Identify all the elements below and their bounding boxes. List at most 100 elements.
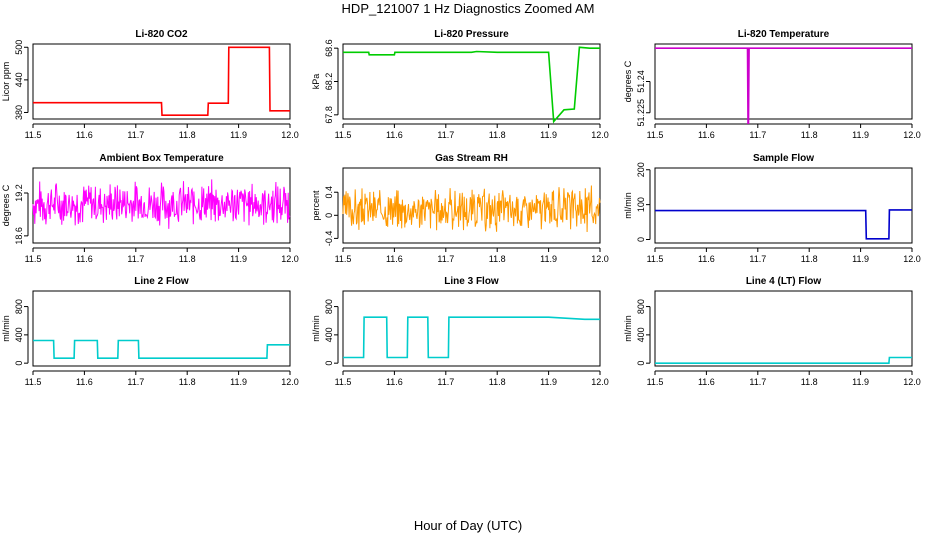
panel-title: Line 3 Flow	[444, 276, 499, 287]
series-line	[32, 179, 291, 229]
plot-frame	[342, 43, 601, 120]
x-tick-label: 11.5	[25, 130, 42, 140]
y-tick-label: 500	[14, 40, 24, 55]
x-tick-label: 11.7	[127, 130, 144, 140]
x-tick-label: 11.5	[647, 254, 664, 264]
y-tick-label: 200	[636, 162, 646, 177]
y-tick-label: 68.6	[324, 39, 334, 57]
x-tick-label: 12.0	[591, 254, 609, 264]
x-tick-label: 11.5	[335, 130, 352, 140]
x-tick-label: 11.5	[647, 377, 664, 387]
series-line	[655, 209, 912, 240]
panel-2: Li-820 Pressure 11.5 11.6 11.7 11.8 11.9 12.0 6…	[311, 29, 609, 140]
y-tick-label: 400	[636, 327, 646, 342]
panel-title: Li-820 Pressure	[434, 29, 509, 40]
x-tick-label: 11.7	[437, 254, 454, 264]
x-tick-label: 11.7	[749, 254, 766, 264]
y-tick-label: 0	[324, 361, 334, 366]
x-tick-label: 11.6	[386, 254, 403, 264]
x-tick-label: 11.8	[801, 130, 818, 140]
y-axis-label: ml/min	[1, 315, 11, 342]
series-line	[655, 47, 912, 124]
panel-title: Ambient Box Temperature	[99, 153, 224, 164]
x-tick-label: 11.7	[127, 254, 144, 264]
figure-xlabel: Hour of Day (UTC)	[413, 518, 523, 533]
x-tick-label: 11.9	[230, 377, 247, 387]
plot-frame	[342, 290, 601, 367]
x-tick-label: 11.9	[852, 130, 869, 140]
y-tick-label: 400	[14, 327, 24, 342]
x-tick-label: 11.8	[489, 377, 506, 387]
plot-frame	[654, 167, 913, 244]
panel-title: Line 2 Flow	[134, 276, 189, 287]
x-tick-label: 11.8	[489, 254, 506, 264]
y-axis-label: ml/min	[623, 192, 633, 219]
panel-title: Gas Stream RH	[435, 153, 508, 164]
x-tick-label: 11.5	[25, 254, 42, 264]
panel-5: Gas Stream RH 11.5 11.6 11.7 11.8 11.9 12.0 -0.…	[311, 153, 609, 264]
panel-7: Line 2 Flow 11.5 11.6 11.7 11.8 11.9 12.0 0 400 8…	[1, 276, 299, 387]
x-tick-label: 11.9	[540, 377, 557, 387]
x-tick-label: 11.9	[852, 377, 869, 387]
y-tick-label: 0.4	[324, 186, 334, 199]
y-axis-label: ml/min	[311, 315, 321, 342]
panel-9: Line 4 (LT) Flow 11.5 11.6 11.7 11.8 11.9 12.0…	[623, 276, 921, 387]
x-tick-label: 11.7	[127, 377, 144, 387]
y-tick-label: 19.2	[14, 184, 24, 202]
x-tick-label: 11.5	[335, 254, 352, 264]
y-tick-label: 51.225	[636, 99, 646, 127]
x-tick-label: 11.5	[647, 130, 664, 140]
x-tick-label: 11.5	[335, 377, 352, 387]
y-tick-label: 68.2	[324, 73, 334, 91]
x-tick-label: 12.0	[903, 377, 921, 387]
x-tick-label: 11.6	[698, 130, 715, 140]
x-tick-label: 11.9	[230, 254, 247, 264]
panel-4: Ambient Box Temperature 11.5 11.6 11.7 11.8 1…	[1, 153, 299, 264]
figure-title: HDP_121007 1 Hz Diagnostics Zoomed AM	[341, 1, 595, 16]
x-tick-label: 11.9	[230, 130, 247, 140]
y-axis-label: Licor ppm	[1, 62, 11, 102]
x-tick-label: 12.0	[281, 254, 299, 264]
x-tick-label: 11.8	[179, 130, 196, 140]
y-tick-label: 380	[14, 105, 24, 120]
series-line	[343, 46, 600, 124]
x-tick-label: 12.0	[281, 130, 299, 140]
x-tick-label: 11.9	[852, 254, 869, 264]
x-tick-label: 11.6	[698, 377, 715, 387]
y-axis-label: degrees C	[1, 184, 11, 226]
x-tick-label: 11.7	[749, 377, 766, 387]
y-tick-label: 800	[14, 299, 24, 314]
x-tick-label: 12.0	[591, 377, 609, 387]
y-tick-label: 18.6	[14, 227, 24, 245]
y-tick-label: 400	[324, 327, 334, 342]
x-tick-label: 11.8	[179, 377, 196, 387]
series-line	[342, 185, 601, 233]
y-tick-label: -0.4	[324, 231, 334, 247]
x-tick-label: 11.6	[386, 130, 403, 140]
series-line	[655, 356, 912, 365]
x-tick-label: 11.6	[76, 377, 93, 387]
y-tick-label: 67.8	[324, 106, 334, 124]
x-tick-label: 11.7	[437, 130, 454, 140]
panel-title: Line 4 (LT) Flow	[746, 276, 822, 287]
panel-6: Sample Flow 11.5 11.6 11.7 11.8 11.9 12.0 0 100 2…	[623, 153, 921, 264]
x-tick-label: 11.8	[489, 130, 506, 140]
plot-frame	[654, 43, 913, 120]
x-tick-label: 11.9	[540, 254, 557, 264]
x-tick-label: 11.8	[179, 254, 196, 264]
x-tick-label: 12.0	[281, 377, 299, 387]
x-tick-label: 11.6	[76, 130, 93, 140]
panel-1: Li-820 CO2 11.5 11.6 11.7 11.8 11.9 12.0 380 440…	[1, 29, 299, 140]
y-tick-label: 0	[636, 237, 646, 242]
series-line	[33, 46, 290, 116]
y-axis-label: degrees C	[623, 60, 633, 102]
y-axis-label: percent	[311, 190, 321, 221]
series-line	[343, 316, 600, 359]
plot-frame	[32, 43, 291, 120]
x-tick-label: 11.6	[76, 254, 93, 264]
x-tick-label: 11.8	[801, 377, 818, 387]
y-tick-label: 800	[324, 299, 334, 314]
x-tick-label: 12.0	[591, 130, 609, 140]
panel-8: Line 3 Flow 11.5 11.6 11.7 11.8 11.9 12.0 0 400 8…	[311, 276, 609, 387]
